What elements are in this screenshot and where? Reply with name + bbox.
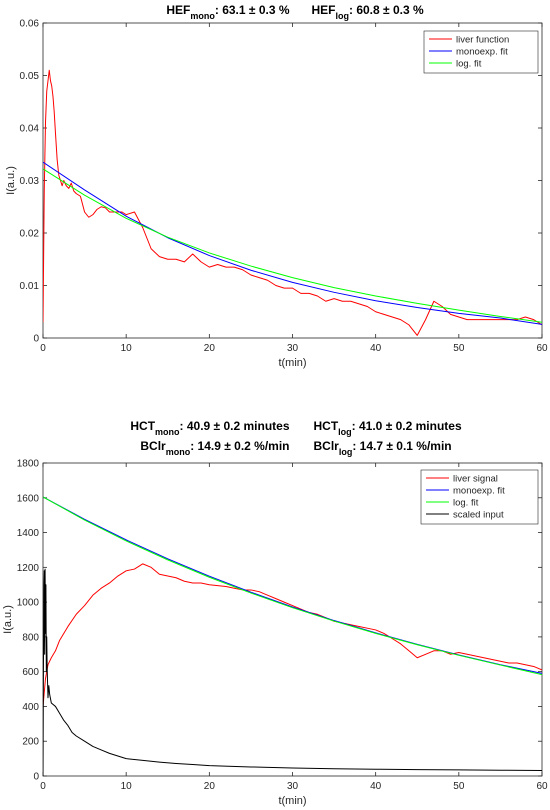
legend — [420, 469, 539, 525]
y-tick-label: 1400 — [17, 528, 40, 539]
title-rest: : 41.0 ± 0.2 minutes — [352, 419, 462, 433]
y-tick-label: 0.05 — [20, 71, 40, 82]
chart-title: HEFmono: 63.1 ± 0.3 % HEFlog: 60.8 ± 0.3 … — [166, 3, 424, 21]
chart-title: HCTmono: 40.9 ± 0.2 minutes HCTlog: 41.0 … — [130, 419, 462, 437]
x-tick-label: 50 — [453, 343, 465, 354]
y-tick-label: 0.03 — [20, 176, 40, 187]
y-tick-label: 1000 — [17, 598, 40, 609]
y-tick-label: 1200 — [17, 563, 40, 574]
y-tick-label: 200 — [22, 737, 39, 748]
title-base: BClr — [140, 439, 166, 453]
y-tick-label: 1800 — [17, 459, 40, 470]
title-base: HCT — [314, 419, 339, 433]
x-tick-label: 20 — [204, 343, 216, 354]
title-base: HEF — [312, 3, 336, 17]
title-rest: : 14.9 ± 0.2 %/min — [190, 439, 289, 453]
series-line-log-fit — [43, 168, 542, 323]
x-tick-label: 10 — [121, 343, 133, 354]
plot-area — [42, 22, 543, 339]
x-tick-label: 50 — [453, 781, 465, 792]
x-tick-label: 60 — [536, 343, 548, 354]
y-tick-label: 1600 — [17, 493, 40, 504]
series-line-liver-function — [43, 69, 542, 336]
series-line-scaled-input — [43, 568, 542, 776]
x-tick-label: 20 — [204, 781, 216, 792]
series-group — [43, 69, 542, 336]
y-tick-label: 0.06 — [20, 19, 40, 30]
title-sub: mono — [190, 11, 215, 21]
series-group — [43, 496, 542, 776]
x-axis-label: t(min) — [278, 795, 306, 807]
y-tick-label: 400 — [22, 702, 39, 713]
title-base: HCT — [130, 419, 155, 433]
legend-label: liver signal — [453, 473, 498, 484]
y-tick-label: 600 — [22, 667, 39, 678]
x-tick-label: 10 — [121, 781, 133, 792]
x-tick-label: 0 — [40, 781, 46, 792]
title-sub: mono — [166, 447, 191, 457]
x-tick-label: 40 — [370, 343, 382, 354]
legend — [423, 30, 539, 74]
title-base: HEF — [166, 3, 190, 17]
y-axis-label: I(a.u.) — [5, 166, 17, 195]
legend-label: liver function — [456, 34, 509, 45]
series-line-log-fit — [43, 496, 542, 676]
title-sub: mono — [155, 427, 180, 437]
x-tick-label: 0 — [40, 343, 46, 354]
legend-label: scaled input — [453, 509, 504, 520]
title-rest: : 60.8 ± 0.3 % — [349, 3, 424, 17]
y-tick-label: 0.04 — [20, 124, 40, 135]
x-tick-label: 60 — [536, 781, 548, 792]
y-tick-label: 0 — [33, 772, 39, 783]
series-line-monoexp-fit — [43, 161, 542, 325]
x-tick-label: 40 — [370, 781, 382, 792]
x-tick-label: 30 — [287, 781, 299, 792]
x-axis-label: t(min) — [278, 357, 306, 369]
y-axis-label: I(a.u.) — [2, 605, 14, 634]
title-rest: : 63.1 ± 0.3 % — [215, 3, 290, 17]
title-sub: log — [338, 427, 352, 437]
title-rest: : 14.7 ± 0.1 %/min — [352, 439, 451, 453]
legend-label: log. fit — [453, 497, 479, 508]
y-tick-label: 800 — [22, 632, 39, 643]
y-tick-label: 0 — [33, 334, 39, 345]
y-tick-label: 0.02 — [20, 229, 40, 240]
legend-label: log. fit — [456, 58, 482, 69]
y-tick-label: 0.01 — [20, 281, 40, 292]
title-rest: : 40.9 ± 0.2 minutes — [180, 419, 290, 433]
x-tick-label: 30 — [287, 343, 299, 354]
title-sub: log — [339, 447, 353, 457]
chart-title: BClrmono: 14.9 ± 0.2 %/min BClrlog: 14.7 … — [140, 439, 451, 457]
legend-label: monoexp. fit — [453, 485, 505, 496]
title-sub: log — [336, 11, 350, 21]
legend-label: monoexp. fit — [456, 46, 508, 57]
title-base: BClr — [314, 439, 340, 453]
